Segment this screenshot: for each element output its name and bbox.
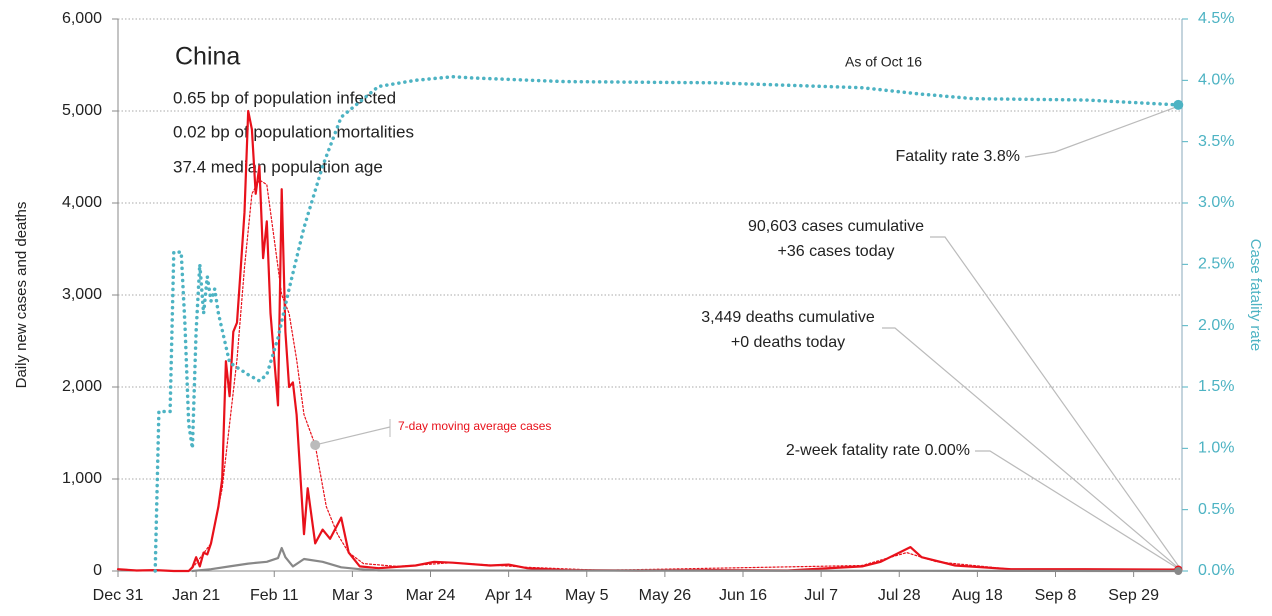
x-tick-label: May 5 bbox=[565, 587, 609, 604]
annotation: 0.65 bp of population infected bbox=[173, 88, 396, 107]
y-tick-label: 0 bbox=[93, 562, 102, 579]
point-marker bbox=[310, 439, 321, 450]
y-tick-label: 5,000 bbox=[62, 102, 102, 119]
y2-tick-label: 4.5% bbox=[1198, 10, 1234, 27]
y2-tick-label: 2.0% bbox=[1198, 317, 1234, 334]
line-series bbox=[191, 179, 1179, 571]
annotation: 0.02 bp of population mortalities bbox=[173, 122, 414, 141]
y2-tick-label: 4.0% bbox=[1198, 72, 1234, 89]
y-tick-label: 6,000 bbox=[62, 10, 102, 27]
end-marker bbox=[1174, 567, 1183, 575]
end-marker bbox=[1173, 99, 1184, 110]
series-label: 7-day moving average cases bbox=[398, 419, 551, 433]
leader-line bbox=[975, 450, 1183, 572]
x-tick-label: May 26 bbox=[639, 587, 692, 604]
y2-tick-label: 0.5% bbox=[1198, 501, 1234, 518]
annotation: 2-week fatality rate 0.00% bbox=[786, 442, 970, 459]
x-tick-label: Aug 18 bbox=[952, 587, 1003, 604]
y-tick-label: 1,000 bbox=[62, 470, 102, 487]
annotation: 3,449 deaths cumulative bbox=[701, 309, 875, 326]
leader-line bbox=[882, 327, 1183, 572]
y-tick-label: 3,000 bbox=[62, 286, 102, 303]
y2-tick-label: 2.5% bbox=[1198, 256, 1234, 273]
x-tick-label: Dec 31 bbox=[93, 587, 144, 604]
annotation: 90,603 cases cumulative bbox=[748, 218, 924, 235]
annotation: 37.4 median population age bbox=[173, 157, 383, 176]
x-tick-label: Apr 14 bbox=[485, 587, 532, 604]
x-tick-label: Jul 7 bbox=[804, 587, 838, 604]
y2-tick-label: 3.0% bbox=[1198, 194, 1234, 211]
y2-tick-label: 3.5% bbox=[1198, 133, 1234, 150]
y2-axis-label: Case fatality rate bbox=[1247, 239, 1264, 352]
x-tick-label: Jun 16 bbox=[719, 587, 767, 604]
annotation: +0 deaths today bbox=[731, 334, 845, 351]
chart-title: China bbox=[175, 43, 240, 71]
annotation: +36 cases today bbox=[778, 243, 895, 260]
y2-tick-label: 0.0% bbox=[1198, 562, 1234, 579]
leader-line bbox=[930, 236, 1183, 572]
line-series bbox=[191, 546, 1180, 573]
leader-line bbox=[1024, 104, 1183, 158]
line-series bbox=[153, 74, 1181, 573]
x-tick-label: Mar 3 bbox=[332, 587, 373, 604]
annotation: Fatality rate 3.8% bbox=[896, 148, 1021, 165]
x-tick-label: Jan 21 bbox=[172, 587, 220, 604]
leader-line bbox=[315, 426, 391, 446]
y2-tick-label: 1.0% bbox=[1198, 440, 1234, 457]
x-tick-label: Jul 28 bbox=[878, 587, 921, 604]
y-tick-label: 2,000 bbox=[62, 378, 102, 395]
x-tick-label: Feb 11 bbox=[250, 587, 299, 604]
x-tick-label: Sep 8 bbox=[1035, 587, 1077, 604]
annotation: As of Oct 16 bbox=[845, 54, 922, 70]
x-tick-label: Sep 29 bbox=[1108, 587, 1159, 604]
y2-tick-label: 1.5% bbox=[1198, 378, 1234, 395]
x-tick-label: Mar 24 bbox=[406, 587, 456, 604]
y-axis-label: Daily new cases and deaths bbox=[13, 202, 30, 389]
y-tick-label: 4,000 bbox=[62, 194, 102, 211]
